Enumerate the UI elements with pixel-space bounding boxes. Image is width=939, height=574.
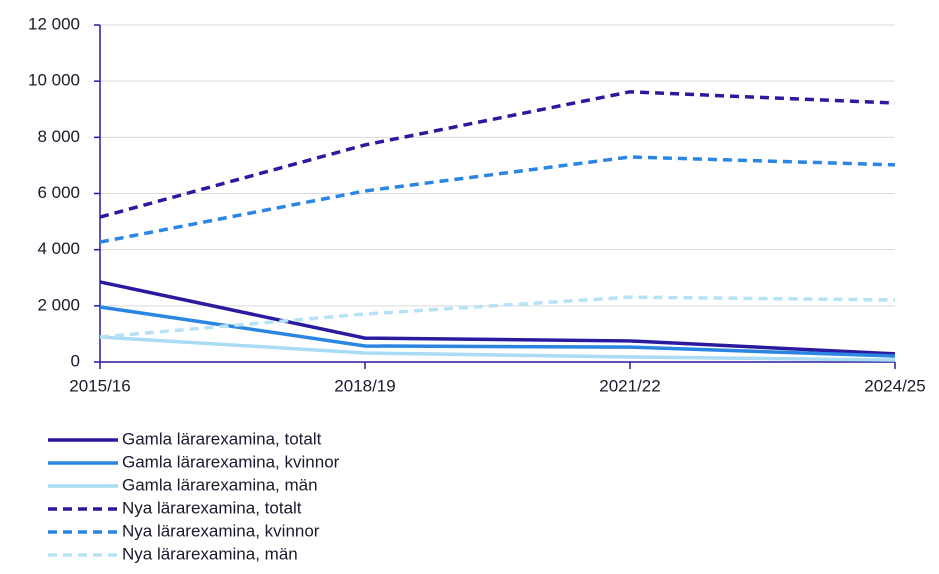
series-line xyxy=(99,90,896,219)
legend-label: Gamla lärarexamina, kvinnor xyxy=(122,452,340,471)
y-tick-label: 2 000 xyxy=(37,295,80,314)
series-line xyxy=(99,155,896,244)
legend-label: Nya lärarexamina, kvinnor xyxy=(122,521,320,540)
legend-label: Nya lärarexamina, totalt xyxy=(122,498,302,517)
y-tick-label: 0 xyxy=(71,351,80,370)
series-line xyxy=(99,305,896,358)
series-line xyxy=(99,335,896,362)
x-tick-label: 2024/25 xyxy=(864,376,925,395)
legend-label: Gamla lärarexamina, totalt xyxy=(122,429,322,448)
x-tick-label: 2018/19 xyxy=(334,376,395,395)
series-line xyxy=(99,280,896,356)
legend-label: Gamla lärarexamina, män xyxy=(122,475,318,494)
y-tick-label: 10 000 xyxy=(28,71,80,90)
y-tick-label: 4 000 xyxy=(37,239,80,258)
series-line xyxy=(99,295,896,339)
y-tick-label: 6 000 xyxy=(37,183,80,202)
legend-label: Nya lärarexamina, män xyxy=(122,544,298,563)
x-tick-label: 2015/16 xyxy=(69,376,130,395)
y-tick-label: 12 000 xyxy=(28,14,80,33)
y-tick-label: 8 000 xyxy=(37,127,80,146)
x-tick-label: 2021/22 xyxy=(599,376,660,395)
